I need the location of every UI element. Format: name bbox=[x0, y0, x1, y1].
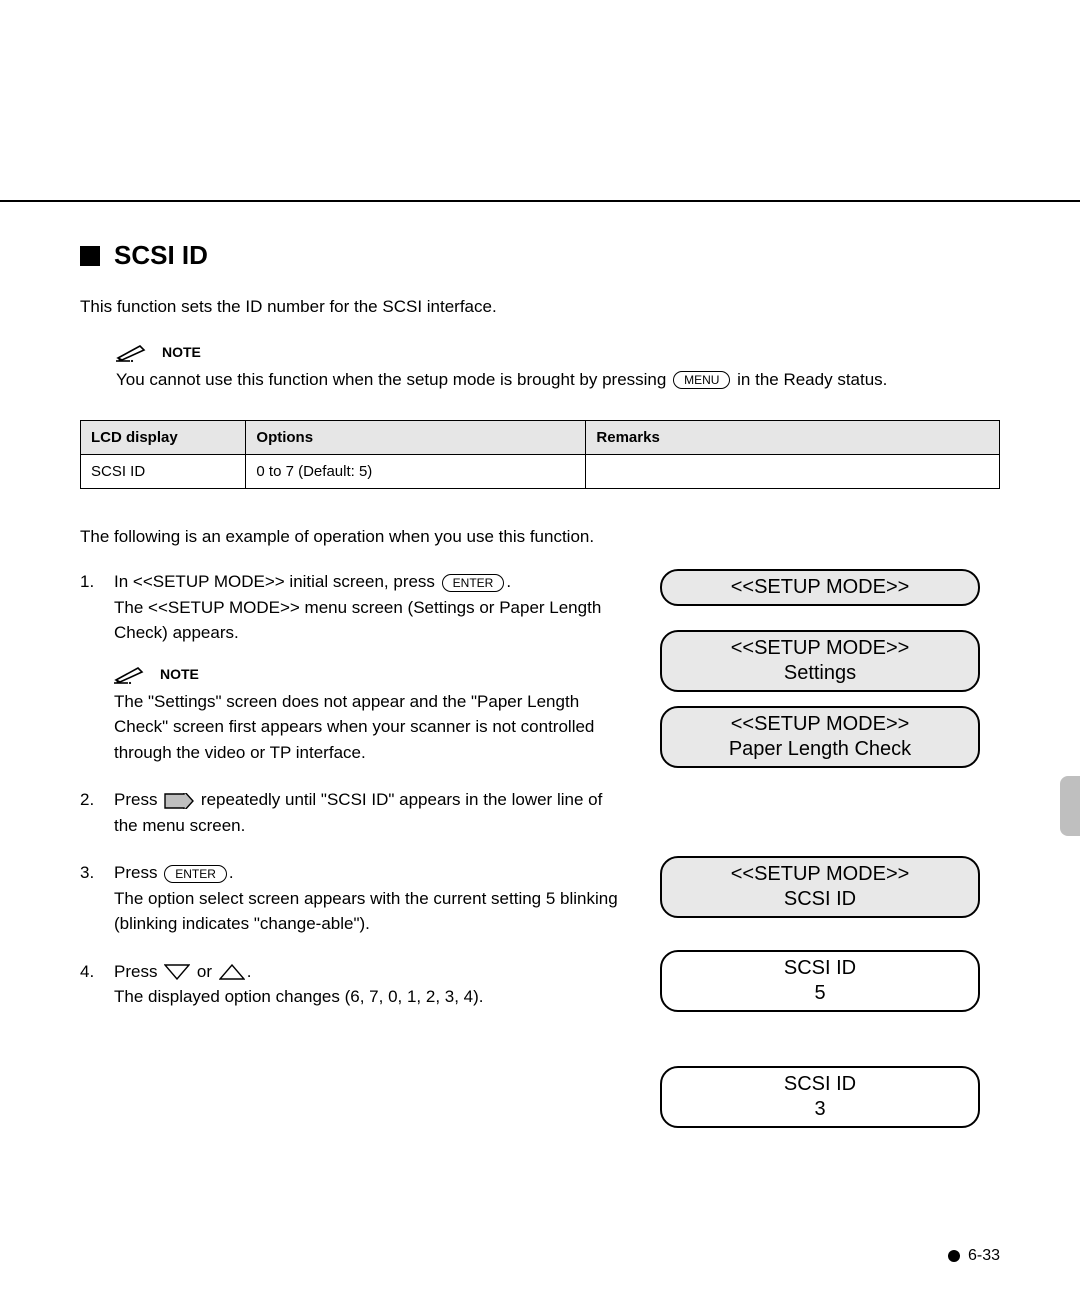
page-footer: 6-33 bbox=[948, 1247, 1000, 1265]
col-options: Options bbox=[246, 421, 586, 455]
note-pencil-icon bbox=[114, 664, 152, 684]
lcd-line1: SCSI ID bbox=[672, 1072, 968, 1097]
note-pencil-icon bbox=[116, 342, 154, 362]
steps-left-column: 1. In <<SETUP MODE>> initial screen, pre… bbox=[80, 569, 620, 1142]
step2-before: Press bbox=[114, 790, 162, 809]
page-number: 6-33 bbox=[968, 1247, 1000, 1265]
lcd-line1: SCSI ID bbox=[672, 956, 968, 981]
intro-text: This function sets the ID number for the… bbox=[80, 295, 1000, 320]
step-body: Press or . The displayed option changes … bbox=[114, 959, 620, 1010]
step-number: 3. bbox=[80, 860, 114, 937]
lcd-line2: 3 bbox=[672, 1097, 968, 1122]
col-lcd-display: LCD display bbox=[81, 421, 246, 455]
step4-before: Press bbox=[114, 962, 162, 981]
menu-key-icon: MENU bbox=[673, 371, 730, 389]
lcd-column: <<SETUP MODE>> <<SETUP MODE>> Settings <… bbox=[660, 569, 1000, 1142]
note-block: NOTE You cannot use this function when t… bbox=[116, 342, 1000, 393]
note-label-row: NOTE bbox=[116, 342, 1000, 363]
step3-before: Press bbox=[114, 863, 162, 882]
inner-note-label: NOTE bbox=[160, 664, 199, 685]
note-body: You cannot use this function when the se… bbox=[116, 367, 1000, 393]
footer-bullet-icon bbox=[948, 1250, 960, 1262]
note-text-after: in the Ready status. bbox=[732, 370, 887, 389]
table-row: SCSI ID 0 to 7 (Default: 5) bbox=[81, 455, 1000, 489]
step-1: 1. In <<SETUP MODE>> initial screen, pre… bbox=[80, 569, 620, 765]
enter-key-icon: ENTER bbox=[442, 574, 505, 592]
steps-area: 1. In <<SETUP MODE>> initial screen, pre… bbox=[80, 569, 1000, 1142]
step-4: 4. Press or . The displayed option chang… bbox=[80, 959, 620, 1010]
step4-mid: or bbox=[192, 962, 217, 981]
note-label: NOTE bbox=[162, 342, 201, 363]
step-body: Press ENTER. The option select screen ap… bbox=[114, 860, 620, 937]
table-header-row: LCD display Options Remarks bbox=[81, 421, 1000, 455]
lcd-line2: SCSI ID bbox=[672, 887, 968, 912]
step-number: 4. bbox=[80, 959, 114, 1010]
cell-remarks bbox=[586, 455, 1000, 489]
section-heading: SCSI ID bbox=[80, 240, 1000, 271]
down-arrow-icon bbox=[164, 964, 190, 980]
step1-line2: The <<SETUP MODE>> menu screen (Settings… bbox=[114, 595, 620, 646]
cell-lcd-display: SCSI ID bbox=[81, 455, 246, 489]
right-arrow-icon bbox=[164, 793, 194, 809]
step1-before: In <<SETUP MODE>> initial screen, press bbox=[114, 572, 440, 591]
up-arrow-icon bbox=[219, 964, 245, 980]
lcd-setup-settings: <<SETUP MODE>> Settings bbox=[660, 630, 980, 692]
heading-text: SCSI ID bbox=[114, 240, 208, 271]
lcd-line2: 5 bbox=[672, 981, 968, 1006]
note-text-before: You cannot use this function when the se… bbox=[116, 370, 671, 389]
note-label-row: NOTE bbox=[114, 664, 620, 685]
lcd-setup-mode: <<SETUP MODE>> bbox=[660, 569, 980, 606]
lcd-line1: <<SETUP MODE>> bbox=[672, 712, 968, 737]
page-edge-tab bbox=[1060, 776, 1080, 836]
example-intro: The following is an example of operation… bbox=[80, 527, 1000, 547]
lcd-line2: Paper Length Check bbox=[672, 737, 968, 762]
step-body: In <<SETUP MODE>> initial screen, press … bbox=[114, 569, 620, 765]
step4-after: . bbox=[247, 962, 252, 981]
step1-after: . bbox=[506, 572, 511, 591]
step-number: 1. bbox=[80, 569, 114, 765]
lcd-scsi-id-5: SCSI ID 5 bbox=[660, 950, 980, 1012]
lcd-line2: Settings bbox=[672, 661, 968, 686]
lcd-line1: <<SETUP MODE>> bbox=[672, 575, 968, 600]
step1-inner-note: NOTE The "Settings" screen does not appe… bbox=[114, 664, 620, 766]
inner-note-text: The "Settings" screen does not appear an… bbox=[114, 689, 620, 766]
lcd-line1: <<SETUP MODE>> bbox=[672, 636, 968, 661]
step-2: 2. Press repeatedly until "SCSI ID" appe… bbox=[80, 787, 620, 838]
steps-list: 1. In <<SETUP MODE>> initial screen, pre… bbox=[80, 569, 620, 1010]
lcd-blink-value: 5 bbox=[810, 982, 829, 1004]
options-table: LCD display Options Remarks SCSI ID 0 to… bbox=[80, 420, 1000, 489]
enter-key-icon: ENTER bbox=[164, 865, 227, 883]
step3-line2: The option select screen appears with th… bbox=[114, 886, 620, 937]
lcd-setup-paper-length: <<SETUP MODE>> Paper Length Check bbox=[660, 706, 980, 768]
step-number: 2. bbox=[80, 787, 114, 838]
horizontal-rule bbox=[0, 200, 1080, 202]
col-remarks: Remarks bbox=[586, 421, 1000, 455]
step-3: 3. Press ENTER. The option select screen… bbox=[80, 860, 620, 937]
lcd-scsi-id-3: SCSI ID 3 bbox=[660, 1066, 980, 1128]
step-body: Press repeatedly until "SCSI ID" appears… bbox=[114, 787, 620, 838]
square-bullet-icon bbox=[80, 246, 100, 266]
step3-after: . bbox=[229, 863, 234, 882]
step4-line2: The displayed option changes (6, 7, 0, 1… bbox=[114, 984, 620, 1010]
lcd-setup-scsi-id: <<SETUP MODE>> SCSI ID bbox=[660, 856, 980, 918]
lcd-line1: <<SETUP MODE>> bbox=[672, 862, 968, 887]
cell-options: 0 to 7 (Default: 5) bbox=[246, 455, 586, 489]
